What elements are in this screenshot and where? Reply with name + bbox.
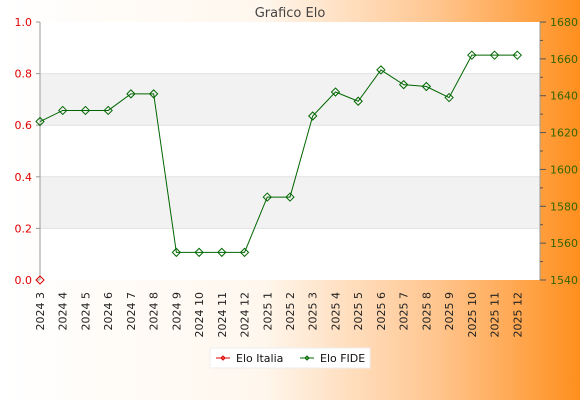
plot-band [40, 125, 540, 177]
left-tick-label: 0.4 [15, 171, 33, 184]
data-point-elo-fide [376, 65, 386, 75]
legend-box [209, 347, 371, 369]
data-point-elo-fide [353, 96, 363, 106]
data-point-elo-fide [308, 111, 318, 121]
data-point-elo-fide [103, 105, 113, 116]
x-tick-label: 2024 6 [102, 292, 115, 331]
legend-label: Elo FIDE [320, 352, 365, 365]
x-tick-label: 2024 5 [79, 292, 92, 331]
x-tick-label: 2025 11 [489, 292, 502, 338]
x-tick-label: 2025 4 [329, 292, 342, 331]
data-point-elo-fide [262, 192, 272, 202]
left-tick-label: 0.6 [15, 119, 33, 132]
x-tick-label: 2025 6 [375, 292, 388, 331]
chart-title: Grafico Elo [255, 6, 326, 21]
right-tick-label: 1560 [550, 237, 578, 250]
left-tick-label: 1.0 [15, 16, 33, 29]
x-tick-label: 2025 2 [284, 292, 297, 331]
data-point-elo-fide [148, 89, 159, 99]
x-tick-label: 2024 10 [193, 292, 206, 338]
data-point-elo-fide [285, 192, 295, 202]
right-tick-label: 1540 [550, 274, 578, 287]
x-axis: 2024 3 2024 4 2024 5 2024 6 2024 7 2024 8 2024… [34, 292, 524, 338]
legend-marker [304, 355, 310, 361]
x-tick-label: 2024 4 [57, 292, 70, 331]
left-tick-label: 0.2 [15, 222, 33, 235]
x-tick-label: 2024 7 [125, 292, 138, 331]
plot-band [40, 228, 540, 280]
data-point-elo-fide [194, 247, 204, 258]
x-tick-label: 2024 9 [170, 292, 183, 331]
data-point-elo-fide [35, 116, 45, 127]
left-y-axis: 0.0 0.2 0.4 0.6 0.8 1.0 [15, 16, 40, 287]
right-tick-label: 1680 [550, 16, 578, 29]
plot-band [40, 73, 540, 126]
data-point-elo-fide [512, 50, 522, 60]
data-point-elo-fide [330, 87, 341, 97]
left-tick-label: 0.8 [15, 68, 33, 81]
data-point-elo-fide [58, 105, 68, 116]
x-tick-label: 2025 7 [398, 292, 411, 331]
data-point-elo-fide [489, 50, 500, 60]
x-tick-label: 2025 5 [352, 292, 365, 331]
x-tick-label: 2025 1 [261, 292, 274, 331]
data-point-elo-fide [171, 247, 182, 258]
left-tick-label: 0.0 [15, 274, 33, 287]
data-point-elo-fide [217, 247, 227, 258]
right-tick-label: 1580 [550, 200, 578, 213]
right-tick-label: 1600 [550, 163, 578, 176]
right-tick-label: 1640 [550, 90, 578, 103]
x-tick-label: 2025 3 [307, 292, 320, 331]
series-line-elo-fide [39, 54, 518, 253]
right-tick-label: 1660 [550, 53, 578, 66]
legend-marker [220, 355, 226, 361]
data-point-elo-fide [126, 89, 136, 99]
legend-label: Elo Italia [236, 352, 283, 365]
legend: Elo Italia Elo FIDE [209, 347, 371, 369]
data-point-elo-fide [467, 50, 477, 60]
data-point-elo-fide [80, 105, 91, 116]
data-point-elo-fide [398, 79, 409, 90]
data-point-elo-fide [444, 92, 454, 103]
x-tick-label: 2025 12 [511, 292, 524, 338]
x-tick-label: 2024 3 [34, 292, 47, 331]
x-tick-label: 2024 12 [239, 292, 252, 338]
data-point-elo-fide [239, 247, 250, 258]
x-tick-label: 2025 8 [420, 292, 433, 331]
x-tick-label: 2024 11 [216, 292, 229, 338]
x-tick-label: 2024 8 [148, 292, 161, 331]
plot-band [40, 22, 540, 74]
plot-band [40, 176, 540, 229]
plot-area [39, 22, 541, 280]
data-point-elo-fide [421, 81, 432, 92]
x-tick-label: 2025 10 [466, 292, 479, 338]
right-tick-label: 1620 [550, 127, 578, 140]
x-tick-label: 2025 9 [443, 292, 456, 331]
data-point-elo-italia [35, 275, 45, 285]
right-y-axis: 1540 1560 1580 1600 1620 1640 1660 1680 [540, 16, 578, 287]
series-layer [35, 50, 522, 285]
